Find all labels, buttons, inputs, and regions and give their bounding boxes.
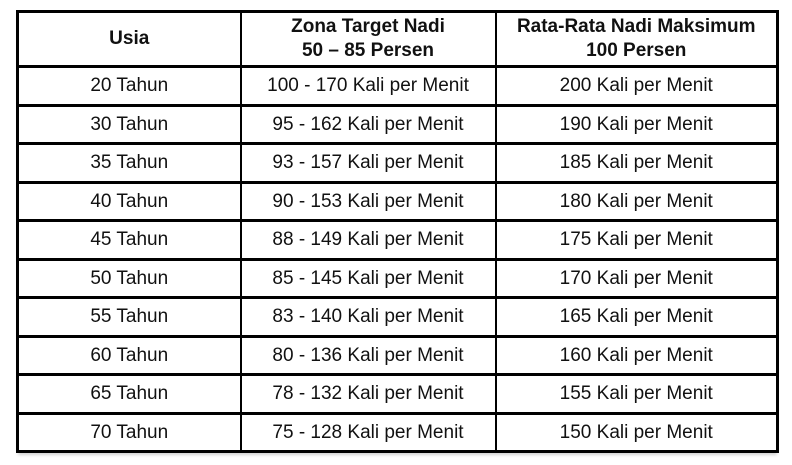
cell-usia: 70 Tahun: [16, 411, 242, 453]
table-row: 50 Tahun 85 - 145 Kali per Menit 170 Kal…: [16, 257, 779, 299]
cell-usia: 60 Tahun: [16, 334, 242, 376]
cell-zona-target: 95 - 162 Kali per Menit: [239, 103, 497, 145]
table-row: 35 Tahun 93 - 157 Kali per Menit 185 Kal…: [16, 142, 779, 184]
cell-usia: 30 Tahun: [16, 103, 242, 145]
table-row: 45 Tahun 88 - 149 Kali per Menit 175 Kal…: [16, 219, 779, 261]
table-row: 60 Tahun 80 - 136 Kali per Menit 160 Kal…: [16, 334, 779, 376]
cell-nadi-maksimum: 160 Kali per Menit: [494, 334, 779, 376]
cell-nadi-maksimum: 155 Kali per Menit: [494, 373, 779, 415]
table-row: 40 Tahun 90 - 153 Kali per Menit 180 Kal…: [16, 180, 779, 222]
cell-usia: 45 Tahun: [16, 219, 242, 261]
cell-zona-target: 83 - 140 Kali per Menit: [239, 296, 497, 338]
table-container: Usia Zona Target Nadi 50 – 85 Persen Rat…: [16, 10, 779, 453]
column-header-usia: Usia: [16, 10, 242, 68]
header-line: Zona Target Nadi: [291, 16, 445, 37]
table-body: 20 Tahun 100 - 170 Kali per Menit 200 Ka…: [16, 65, 779, 453]
cell-nadi-maksimum: 165 Kali per Menit: [494, 296, 779, 338]
cell-zona-target: 80 - 136 Kali per Menit: [239, 334, 497, 376]
cell-usia: 65 Tahun: [16, 373, 242, 415]
heart-rate-table: Usia Zona Target Nadi 50 – 85 Persen Rat…: [16, 10, 779, 453]
table-row: 20 Tahun 100 - 170 Kali per Menit 200 Ka…: [16, 65, 779, 107]
column-header-nadi-maksimum: Rata-Rata Nadi Maksimum 100 Persen: [494, 10, 779, 68]
cell-nadi-maksimum: 150 Kali per Menit: [494, 411, 779, 453]
cell-usia: 40 Tahun: [16, 180, 242, 222]
cell-zona-target: 100 - 170 Kali per Menit: [239, 65, 497, 107]
cell-zona-target: 93 - 157 Kali per Menit: [239, 142, 497, 184]
table-row: 30 Tahun 95 - 162 Kali per Menit 190 Kal…: [16, 103, 779, 145]
table-header-row: Usia Zona Target Nadi 50 – 85 Persen Rat…: [16, 10, 779, 68]
cell-zona-target: 88 - 149 Kali per Menit: [239, 219, 497, 261]
header-line: 100 Persen: [586, 40, 687, 61]
cell-usia: 35 Tahun: [16, 142, 242, 184]
cell-usia: 20 Tahun: [16, 65, 242, 107]
cell-nadi-maksimum: 190 Kali per Menit: [494, 103, 779, 145]
cell-zona-target: 85 - 145 Kali per Menit: [239, 257, 497, 299]
cell-usia: 50 Tahun: [16, 257, 242, 299]
header-line: Usia: [109, 28, 150, 49]
cell-nadi-maksimum: 200 Kali per Menit: [494, 65, 779, 107]
cell-nadi-maksimum: 170 Kali per Menit: [494, 257, 779, 299]
cell-nadi-maksimum: 185 Kali per Menit: [494, 142, 779, 184]
cell-nadi-maksimum: 175 Kali per Menit: [494, 219, 779, 261]
table-row: 70 Tahun 75 - 128 Kali per Menit 150 Kal…: [16, 411, 779, 453]
table-row: 55 Tahun 83 - 140 Kali per Menit 165 Kal…: [16, 296, 779, 338]
table-row: 65 Tahun 78 - 132 Kali per Menit 155 Kal…: [16, 373, 779, 415]
cell-zona-target: 75 - 128 Kali per Menit: [239, 411, 497, 453]
cell-zona-target: 78 - 132 Kali per Menit: [239, 373, 497, 415]
cell-nadi-maksimum: 180 Kali per Menit: [494, 180, 779, 222]
header-line: 50 – 85 Persen: [301, 40, 435, 61]
cell-zona-target: 90 - 153 Kali per Menit: [239, 180, 497, 222]
cell-usia: 55 Tahun: [16, 296, 242, 338]
column-header-zona-target: Zona Target Nadi 50 – 85 Persen: [239, 10, 497, 68]
header-line: Rata-Rata Nadi Maksimum: [516, 16, 756, 37]
